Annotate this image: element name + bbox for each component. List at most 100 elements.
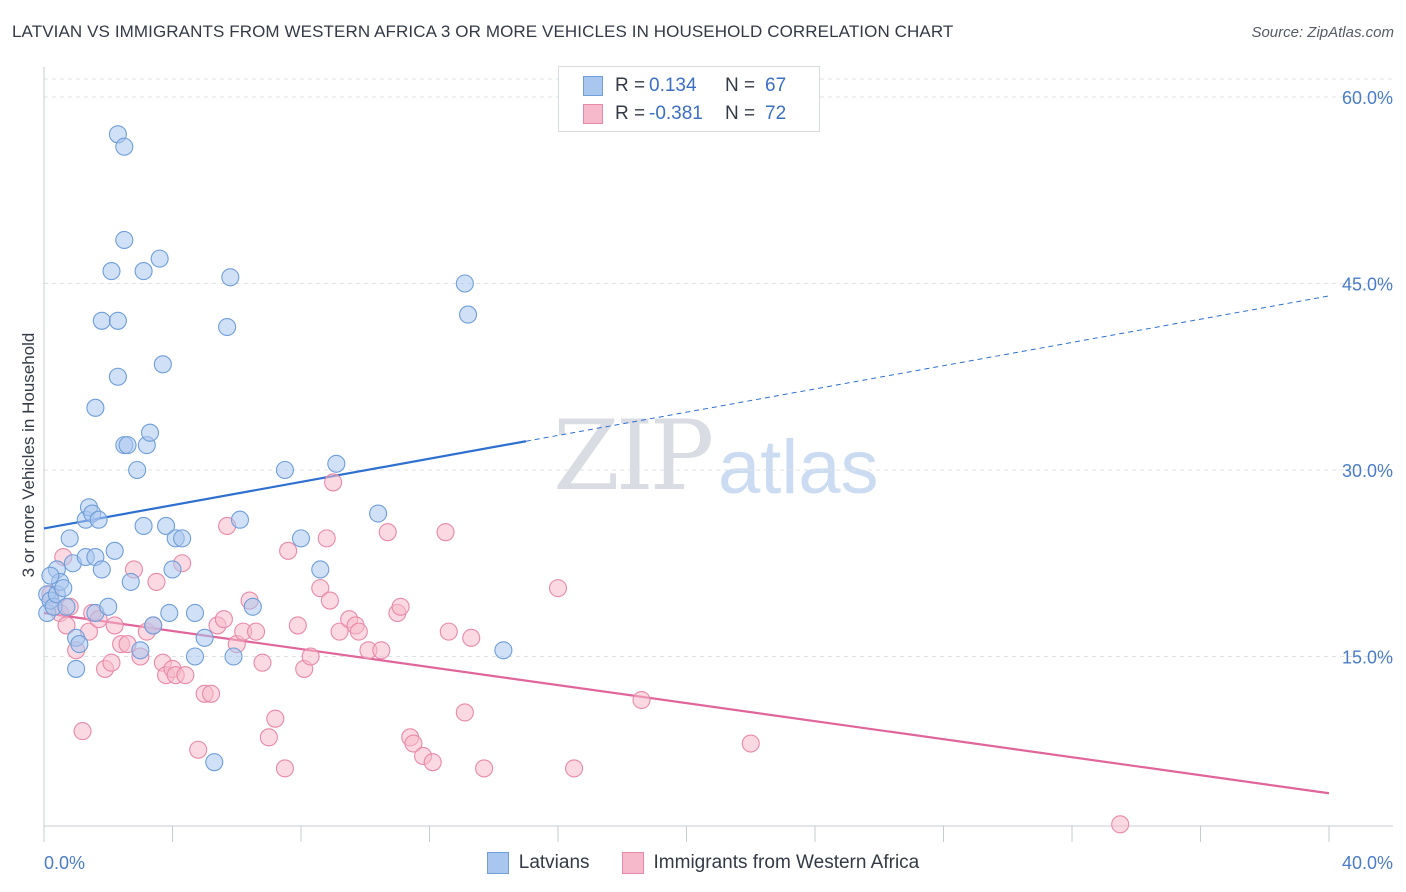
immigrants-point [632, 690, 651, 710]
immigrants-point [279, 541, 298, 560]
latvians-point [57, 597, 76, 616]
latvians-point [92, 311, 111, 330]
legend-item-latvians[interactable]: Latvians [486, 852, 590, 874]
legend-row-immigrants: R = -0.381 N = 72 [583, 101, 795, 127]
latvians-point [134, 262, 153, 281]
latvians-point [455, 274, 474, 293]
immigrants-point [1111, 815, 1130, 834]
immigrants-point [275, 759, 294, 778]
y-tick-label: 60.0% [1342, 88, 1393, 108]
immigrants-point [404, 734, 423, 753]
immigrants-point [741, 734, 760, 753]
latvians-point [327, 454, 346, 473]
latvians-point [144, 616, 163, 635]
watermark-atlas: atlas [718, 425, 879, 510]
immigrants-point [189, 740, 208, 759]
latvians-point [92, 560, 111, 579]
latvians-point [89, 510, 108, 529]
latvians-point [140, 423, 160, 442]
latvians-point [54, 579, 73, 598]
latvians-point [291, 529, 311, 548]
legend-r-label: R = [615, 75, 646, 96]
immigrants-point [423, 753, 442, 772]
immigrants-point [548, 579, 568, 598]
legend-swatch-pink [583, 104, 603, 124]
series-legend: Latvians Immigrants from Western Africa [0, 852, 1406, 874]
trend-lines [43, 295, 1330, 795]
immigrants-point [176, 666, 195, 685]
immigrants-point [246, 622, 266, 641]
latvians-trend-line [43, 440, 527, 530]
immigrants-point [436, 523, 455, 542]
legend-swatch-blue [583, 76, 603, 96]
latvians-point [60, 529, 79, 548]
y-tick-label: 45.0% [1342, 275, 1393, 295]
immigrants-point [105, 616, 124, 635]
latvians-point [224, 647, 243, 666]
immigrants-point [214, 610, 233, 629]
watermark-zip: ZIP [553, 400, 714, 512]
immigrants-point [330, 622, 349, 641]
latvians-point [86, 398, 105, 417]
immigrants-point [73, 722, 92, 741]
latvians-point [153, 355, 172, 374]
immigrants-trend-line [43, 611, 1330, 795]
data-points [38, 125, 1130, 834]
latvians-point [221, 268, 240, 287]
latvians-point [185, 603, 205, 623]
latvians-trend-extension [525, 295, 1330, 442]
grid-lines [44, 78, 1393, 657]
latvians-point [195, 628, 214, 647]
latvians-point [41, 566, 60, 585]
immigrants-point [391, 597, 410, 616]
latvians-point [230, 510, 250, 529]
latvians-point [105, 541, 124, 560]
latvians-point [173, 529, 192, 548]
immigrants-point [288, 616, 307, 635]
latvians-point [218, 317, 237, 337]
legend-label-latvians: Latvians [518, 852, 590, 873]
latvians-point [102, 262, 121, 281]
legend-n-label: N = [725, 75, 756, 96]
latvians-point [369, 504, 388, 523]
tick-labels: 15.0% 30.0% 45.0% 60.0% [1342, 88, 1393, 668]
immigrants-point [320, 591, 339, 610]
legend-n-label: N = [725, 103, 756, 124]
latvians-point [121, 572, 140, 591]
latvians-point [458, 305, 478, 324]
legend-r-value: 0.134 [649, 75, 697, 96]
latvians-point [115, 230, 134, 250]
latvians-point [163, 560, 182, 579]
immigrants-point [475, 759, 494, 778]
latvians-point [108, 311, 127, 330]
latvians-point [67, 659, 86, 678]
x-tick-left: 0.0% [44, 853, 85, 873]
source-label: Source: ZipAtlas.com [1251, 24, 1394, 41]
immigrants-point [102, 653, 121, 672]
immigrants-point [324, 473, 343, 492]
legend-r-value: -0.381 [649, 103, 703, 124]
immigrants-point [147, 572, 166, 591]
immigrants-point [259, 728, 278, 747]
immigrants-point [349, 622, 368, 641]
legend-swatch-blue [486, 852, 509, 874]
latvians-point [150, 249, 169, 268]
latvians-point [128, 460, 147, 480]
immigrants-point [253, 653, 272, 672]
immigrants-point [311, 579, 330, 598]
latvians-point [205, 753, 224, 772]
immigrants-point [462, 628, 481, 647]
latvians-point [494, 641, 513, 660]
immigrants-point [378, 523, 397, 542]
immigrants-point [202, 684, 221, 703]
axes [43, 67, 1393, 842]
immigrants-point [317, 529, 336, 548]
latvians-point [118, 436, 137, 455]
latvians-point [185, 647, 205, 666]
immigrants-point [57, 616, 76, 635]
legend-r-label: R = [615, 103, 646, 124]
immigrants-point [372, 641, 391, 660]
legend-item-immigrants[interactable]: Immigrants from Western Africa [621, 852, 919, 874]
y-tick-label: 30.0% [1342, 461, 1393, 481]
